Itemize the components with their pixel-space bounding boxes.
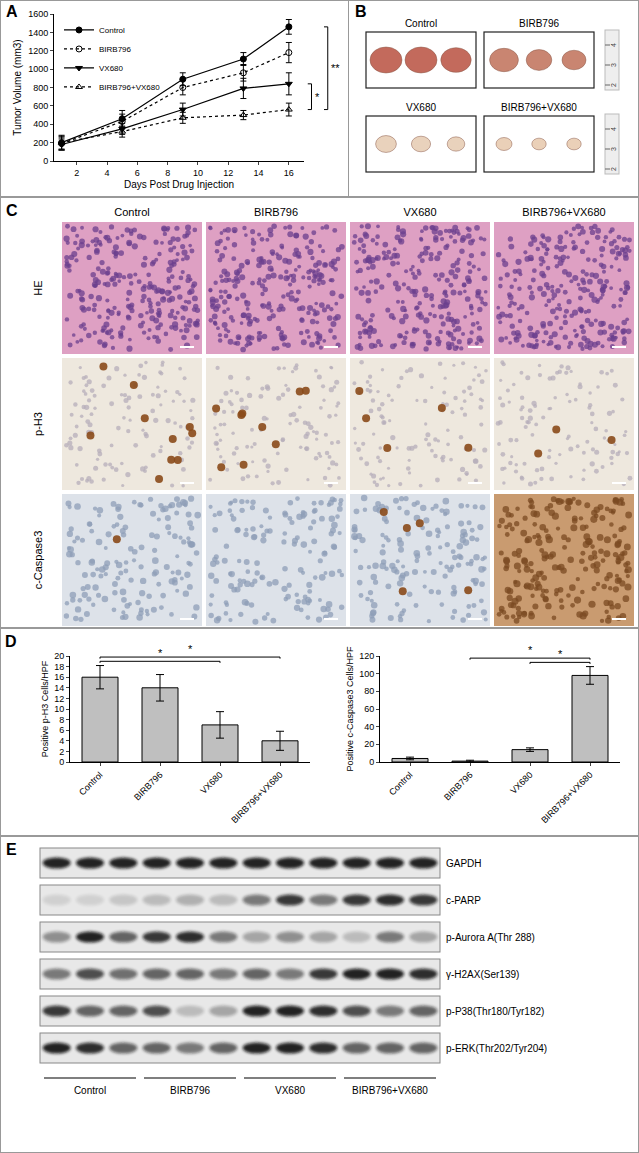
svg-text:2: 2 [74, 168, 79, 178]
svg-text:E: E [6, 841, 17, 858]
svg-text:VX680: VX680 [508, 770, 534, 796]
svg-text:4: 4 [610, 43, 617, 47]
svg-text:*: * [528, 644, 533, 656]
svg-text:2: 2 [59, 747, 64, 757]
svg-text:A: A [6, 3, 18, 20]
svg-text:3: 3 [610, 147, 617, 151]
svg-text:VX680: VX680 [275, 1085, 305, 1096]
svg-text:Control: Control [77, 770, 105, 798]
svg-text:BIRB796+VX680: BIRB796+VX680 [522, 206, 605, 218]
svg-text:0: 0 [369, 757, 374, 767]
svg-text:HE: HE [32, 280, 44, 295]
svg-text:80: 80 [364, 686, 374, 696]
svg-text:c-PARP: c-PARP [446, 895, 481, 906]
svg-text:BIRB796+VX680: BIRB796+VX680 [352, 1085, 428, 1096]
svg-text:D: D [5, 633, 17, 650]
svg-text:8: 8 [165, 168, 170, 178]
svg-text:16: 16 [54, 672, 64, 682]
svg-text:VX680: VX680 [198, 770, 224, 796]
svg-text:BIRB796+VX680: BIRB796+VX680 [539, 770, 594, 825]
svg-text:60: 60 [364, 704, 374, 714]
svg-text:1600: 1600 [28, 9, 48, 19]
svg-text:10: 10 [193, 168, 203, 178]
svg-text:*: * [188, 643, 193, 655]
svg-text:GAPDH: GAPDH [446, 858, 482, 869]
svg-text:Control: Control [387, 770, 415, 798]
svg-text:2: 2 [610, 83, 617, 87]
svg-text:Positive c-Caspase3 Cells/HPF: Positive c-Caspase3 Cells/HPF [345, 646, 355, 772]
svg-text:100: 100 [359, 669, 374, 679]
svg-text:1000: 1000 [28, 64, 48, 74]
svg-text:40: 40 [364, 722, 374, 732]
svg-text:3: 3 [610, 63, 617, 67]
svg-text:γ-H2AX(Ser139): γ-H2AX(Ser139) [446, 969, 519, 980]
svg-text:BIRB796+VX680: BIRB796+VX680 [99, 83, 160, 92]
svg-text:BIRB796: BIRB796 [99, 45, 132, 54]
svg-text:p-ERK(Thr202/Tyr204): p-ERK(Thr202/Tyr204) [446, 1043, 547, 1054]
svg-text:2: 2 [610, 167, 617, 171]
svg-text:VX680: VX680 [403, 206, 436, 218]
svg-text:1200: 1200 [28, 46, 48, 56]
svg-text:*: * [315, 91, 320, 103]
svg-text:BIRB796+VX680: BIRB796+VX680 [229, 770, 284, 825]
svg-text:BIRB796: BIRB796 [170, 1085, 210, 1096]
svg-text:*: * [558, 648, 563, 660]
svg-text:Control: Control [74, 1085, 106, 1096]
svg-text:14: 14 [254, 168, 264, 178]
svg-text:Positive p-H3 Cells/HPF: Positive p-H3 Cells/HPF [40, 660, 50, 757]
svg-text:B: B [355, 3, 367, 20]
svg-text:0: 0 [59, 757, 64, 767]
svg-text:12: 12 [223, 168, 233, 178]
svg-text:4: 4 [105, 168, 110, 178]
svg-text:Control: Control [99, 26, 125, 35]
svg-text:0: 0 [43, 156, 48, 166]
svg-text:p-P38(Thr180/Tyr182): p-P38(Thr180/Tyr182) [446, 1006, 544, 1017]
svg-text:BIRB796+VX680: BIRB796+VX680 [501, 102, 577, 113]
svg-text:**: ** [331, 62, 340, 74]
svg-text:p-Aurora A(Thr 288): p-Aurora A(Thr 288) [446, 932, 535, 943]
svg-text:14: 14 [54, 683, 64, 693]
svg-text:6: 6 [135, 168, 140, 178]
svg-text:4: 4 [59, 736, 64, 746]
svg-text:VX680: VX680 [99, 64, 124, 73]
svg-text:BIRB796: BIRB796 [132, 770, 165, 803]
svg-text:8: 8 [59, 715, 64, 725]
svg-text:120: 120 [359, 651, 374, 661]
svg-text:10: 10 [54, 704, 64, 714]
svg-text:12: 12 [54, 694, 64, 704]
svg-text:20: 20 [54, 651, 64, 661]
svg-text:Control: Control [114, 206, 149, 218]
svg-text:C: C [6, 202, 18, 219]
svg-text:BIRB796: BIRB796 [254, 206, 298, 218]
svg-text:1400: 1400 [28, 28, 48, 38]
svg-text:6: 6 [59, 725, 64, 735]
svg-text:VX680: VX680 [406, 102, 436, 113]
svg-text:400: 400 [33, 119, 48, 129]
svg-text:BIRB796: BIRB796 [442, 770, 475, 803]
svg-text:200: 200 [33, 138, 48, 148]
svg-text:16: 16 [284, 168, 294, 178]
svg-text:Tumor Volume (mm3): Tumor Volume (mm3) [12, 39, 23, 135]
svg-text:Days Post Drug Injection: Days Post Drug Injection [124, 179, 234, 190]
svg-text:c-Caspase3: c-Caspase3 [32, 531, 44, 590]
svg-text:p-H3: p-H3 [32, 412, 44, 436]
svg-text:20: 20 [364, 739, 374, 749]
svg-text:600: 600 [33, 101, 48, 111]
svg-text:*: * [158, 647, 163, 659]
svg-text:800: 800 [33, 83, 48, 93]
svg-text:4: 4 [610, 127, 617, 131]
svg-text:Control: Control [405, 18, 437, 29]
svg-text:18: 18 [54, 662, 64, 672]
svg-text:BIRB796: BIRB796 [519, 18, 559, 29]
